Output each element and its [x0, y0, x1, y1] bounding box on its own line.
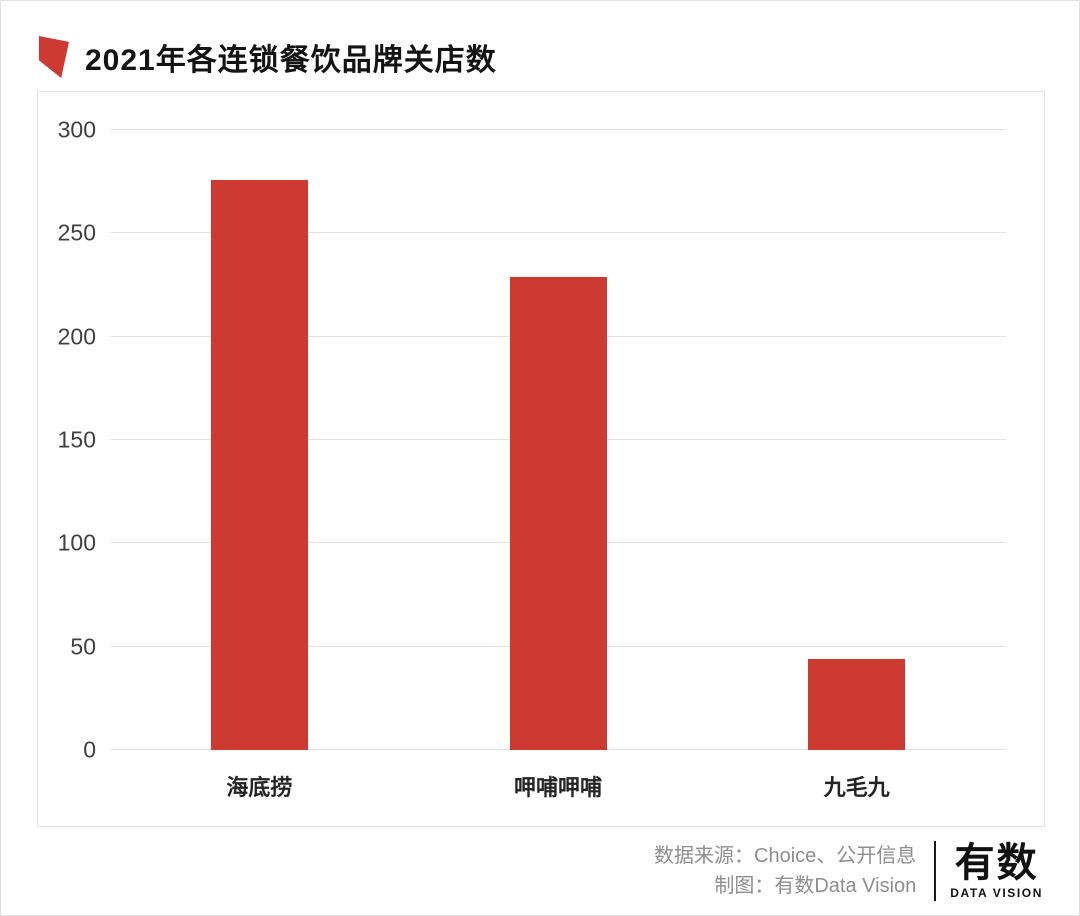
- y-tick-label: 150: [57, 426, 96, 453]
- logo-text: 有数: [954, 841, 1039, 885]
- data-source-text: 数据来源：Choice、公开信息: [654, 845, 917, 867]
- brand-logo: 有数 DATA VISION: [950, 842, 1043, 900]
- credits-block: 数据来源：Choice、公开信息 制图：有数Data Vision: [654, 841, 916, 901]
- category-label: 九毛九: [823, 775, 890, 800]
- bar-呷哺呷哺: [509, 276, 607, 750]
- plot-area: 0 50 100 150 200 250 300 海底捞 呷哺呷哺 九毛九: [58, 117, 1006, 800]
- chart-header: 2021年各连锁餐饮品牌关店数: [39, 35, 497, 79]
- bar-slot: 海底捞: [110, 130, 409, 800]
- bar-九毛九: [808, 659, 906, 750]
- footer: 数据来源：Choice、公开信息 制图：有数Data Vision 有数 DAT…: [654, 841, 1043, 901]
- y-tick-label: 250: [57, 219, 96, 246]
- gridline-250: [110, 232, 1006, 234]
- category-label: 海底捞: [226, 775, 293, 800]
- bar-chart: 0 50 100 150 200 250 300 海底捞 呷哺呷哺 九毛九: [37, 91, 1045, 827]
- y-tick-label: 0: [83, 736, 96, 763]
- footer-divider: [934, 841, 937, 901]
- y-tick-label: 50: [70, 633, 96, 660]
- y-tick-label: 300: [57, 116, 96, 143]
- bars-group: 海底捞 呷哺呷哺 九毛九: [110, 130, 1006, 800]
- category-label: 呷哺呷哺: [513, 775, 603, 800]
- bar-海底捞: [210, 179, 308, 750]
- bar-slot: 呷哺呷哺: [409, 130, 708, 800]
- page-title: 2021年各连锁餐饮品牌关店数: [85, 44, 497, 77]
- logo-subtext: DATA VISION: [950, 886, 1043, 900]
- y-tick-label: 200: [57, 323, 96, 350]
- chart-credit-text: 制图：有数Data Vision: [714, 875, 917, 897]
- title-flag-icon: [39, 36, 69, 78]
- gridline-300: [110, 129, 1006, 130]
- bar-slot: 九毛九: [707, 130, 1006, 800]
- y-tick-label: 100: [57, 529, 96, 556]
